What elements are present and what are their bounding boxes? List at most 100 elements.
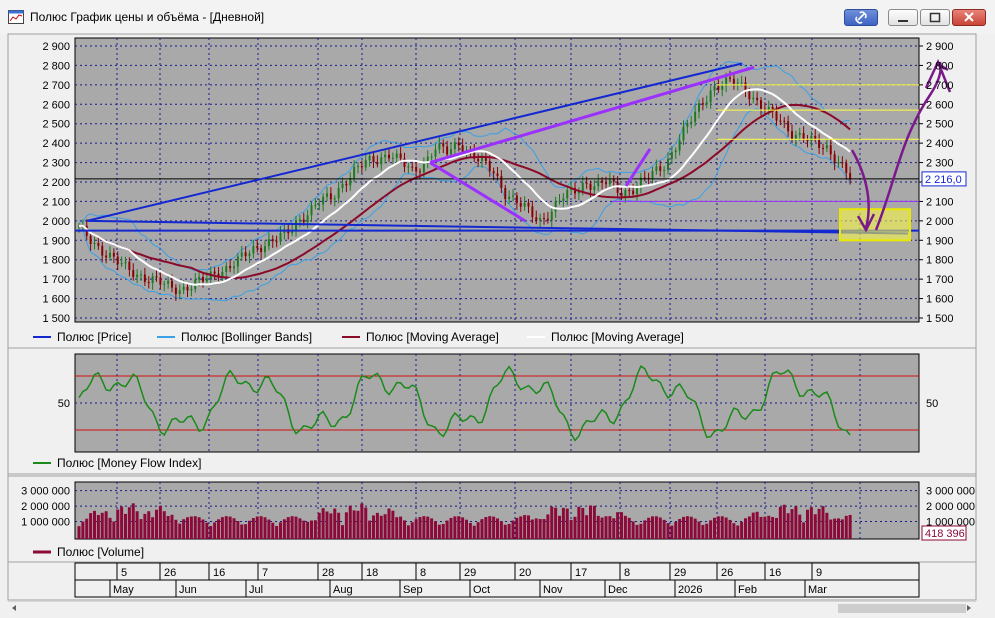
scroll-right-icon[interactable] [967,605,971,611]
volume-bar [189,516,193,539]
volume-bar [263,517,267,539]
volume-bar [484,517,488,539]
candle-body [190,289,193,291]
target-zone-box [839,208,911,242]
volume-bar [193,516,197,539]
candle-body [155,276,158,278]
candle-body [713,86,716,91]
price-tick-label: 2 000 [42,216,70,228]
volume-bar [519,516,523,539]
price-tick-label: 2 400 [42,138,70,150]
volume-panel[interactable]: 3 000 000 3 000 000 2 000 000 2 000 000 1 00… [7,475,977,563]
candle-body [616,181,619,193]
volume-bar [228,516,232,539]
volume-bar [135,511,139,539]
minimize-button[interactable] [888,9,918,26]
date-day-label: 28 [322,567,334,579]
candle-body [407,166,410,168]
candle-body [752,97,755,100]
volume-bar [240,524,244,539]
candle-body [174,287,177,295]
close-button[interactable] [952,9,986,26]
volume-bar [534,518,538,539]
scroll-left-icon[interactable] [12,605,16,611]
bollinger-upper-line [78,61,851,272]
volume-bar [542,519,546,539]
candle-body [581,182,584,192]
title-bar[interactable]: Полюс График цены и объёма - [Дневной] [0,0,995,34]
mfi-panel[interactable]: 50 50 Полюс [Money Flow Index] [7,347,977,475]
volume-bar [341,525,344,539]
candle-body [93,242,96,244]
price-tick-label: 2 300 [926,158,954,170]
volume-bar [600,517,604,539]
candle-body [182,286,185,291]
candle-body [535,217,538,221]
candle-body [612,179,615,182]
date-month-label: Nov [543,584,563,596]
maximize-button[interactable] [920,9,950,26]
volume-bar [794,506,798,539]
candle-body [372,156,375,163]
volume-bar [558,515,561,539]
horizontal-scrollbar[interactable] [8,601,976,615]
candle-body [248,253,251,257]
candle-body [608,179,611,185]
volume-bar [778,506,782,539]
price-tick-label: 2 800 [926,60,954,72]
date-day-label: 26 [721,567,733,579]
candle-body [550,211,553,221]
candle-body [78,225,80,227]
volume-bar [275,525,279,539]
price-tick-label: 2 100 [42,196,70,208]
volume-bar [647,517,651,539]
moving-average-slow-line [78,103,851,280]
date-month-label: Mar [808,584,827,596]
moving-average-fast-line [78,88,851,286]
volume-bar [155,509,158,539]
candle-body [624,190,627,197]
price-tick-label: 1 700 [42,274,70,286]
volume-tick-label: 3 000 000 [926,486,975,498]
candle-body [97,242,100,246]
volume-bar [589,505,592,539]
trend-line-correction [429,161,526,223]
price-grid [75,38,919,322]
candle-body [252,246,255,254]
candle-body [89,235,92,244]
date-day-label: 5 [121,567,127,579]
candle-body [333,198,336,200]
candle-body [756,97,759,101]
candle-body [186,286,189,291]
volume-bar [329,513,333,539]
candle-body [481,156,483,162]
volume-bar [840,519,844,539]
candle-body [314,204,317,206]
volume-bar [499,521,503,539]
volume-bar [213,522,217,539]
candle-body [225,265,228,272]
volume-bar [406,525,410,539]
price-tick-label: 1 900 [42,235,70,247]
candle-body [798,133,801,136]
price-panel[interactable]: 2 900 2 800 2 700 2 600 2 500 2 400 2 300 2 200… [33,37,967,344]
scroll-thumb[interactable] [838,604,966,613]
candle-body [391,157,394,159]
volume-bar [581,507,585,539]
volume-bar [790,509,794,539]
candle-body [430,156,433,158]
candle-body [403,158,406,167]
date-month-label: Aug [333,584,353,596]
bollinger-lower-line [78,108,851,302]
candle-body [279,232,282,242]
volume-bar [689,516,693,539]
scrollbar-track[interactable] [8,602,976,615]
link-button[interactable] [844,9,878,26]
candle-body [450,149,452,155]
candle-body [364,160,367,168]
volume-bar [162,511,166,539]
candle-body [783,120,786,122]
volume-bar [131,503,135,539]
candle-body [477,158,480,162]
